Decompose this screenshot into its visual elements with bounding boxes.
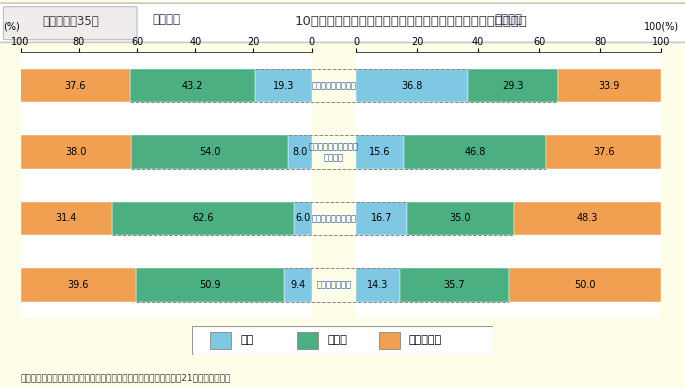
Text: 100(%): 100(%) [644,21,680,31]
Bar [256,69,312,102]
Text: （備考）内閣府「男女のライフスタイルに関する意識調査」（平成21年）より作成。: （備考）内閣府「男女のライフスタイルに関する意識調査」（平成21年）より作成。 [21,374,231,383]
Bar [21,268,136,301]
FancyBboxPatch shape [192,326,493,355]
Text: 在宅勤務・内職: 在宅勤務・内職 [316,281,351,289]
Text: 8.0: 8.0 [292,147,308,157]
Bar [284,268,312,301]
Bar [288,135,312,169]
Text: 38.0: 38.0 [65,147,86,157]
Text: 62.6: 62.6 [192,213,214,223]
Bar [403,135,547,169]
Bar [400,268,508,301]
Bar [356,268,400,301]
Text: 36.8: 36.8 [401,81,423,91]
Text: パート・アルバイト: パート・アルバイト [312,214,356,223]
Bar [379,332,400,348]
Bar [129,69,256,102]
Text: 16.7: 16.7 [371,213,393,223]
Bar [21,135,132,169]
Text: 43.2: 43.2 [182,81,203,91]
Text: 35.7: 35.7 [443,280,465,290]
Bar [356,69,469,102]
Text: 14.3: 14.3 [367,280,388,290]
Text: 6.0: 6.0 [295,213,310,223]
Bar [21,69,129,102]
Bar [356,202,407,235]
Bar [112,202,295,235]
Bar [547,135,661,169]
Text: 第１－特－35図: 第１－特－35図 [42,15,99,28]
Bar [514,202,661,235]
Bar [295,202,312,235]
Text: 46.8: 46.8 [464,147,486,157]
Text: 契約職員・委託職員・
派遣職員: 契約職員・委託職員・ 派遣職員 [309,142,359,162]
Text: 33.9: 33.9 [599,81,620,91]
Text: 31.4: 31.4 [55,213,77,223]
Bar [210,332,231,348]
Text: 50.0: 50.0 [574,280,595,290]
Bar [407,202,514,235]
Text: (%): (%) [3,21,20,31]
Bar [136,268,284,301]
Text: 9.4: 9.4 [290,280,306,290]
Text: 10年後，今より高い職責にあると思うか（性別・雇用形態別）: 10年後，今より高い職責にあると思うか（性別・雇用形態別） [295,15,527,28]
Text: いいえ: いいえ [327,336,347,345]
Text: 分からない: 分からない [409,336,442,345]
Text: 54.0: 54.0 [199,147,221,157]
Bar [558,69,661,102]
Text: 29.3: 29.3 [502,81,524,91]
Text: 39.6: 39.6 [68,280,89,290]
Bar [356,135,403,169]
Text: 19.3: 19.3 [273,81,295,91]
Text: 50.9: 50.9 [199,280,221,290]
Text: 15.6: 15.6 [369,147,390,157]
Text: 37.6: 37.6 [64,81,86,91]
FancyBboxPatch shape [0,3,685,42]
Text: 〈女性〉: 〈女性〉 [152,13,180,26]
Text: 正社員・正規の職員: 正社員・正規の職員 [312,81,356,90]
Bar [21,202,112,235]
Text: はい: はい [240,336,253,345]
Text: 48.3: 48.3 [577,213,598,223]
Text: 〈男性〉: 〈男性〉 [495,13,523,26]
Bar [132,135,288,169]
Bar [469,69,558,102]
FancyBboxPatch shape [3,7,137,40]
Bar [297,332,319,348]
Text: 35.0: 35.0 [449,213,471,223]
Bar [508,268,661,301]
Text: 37.6: 37.6 [593,147,614,157]
